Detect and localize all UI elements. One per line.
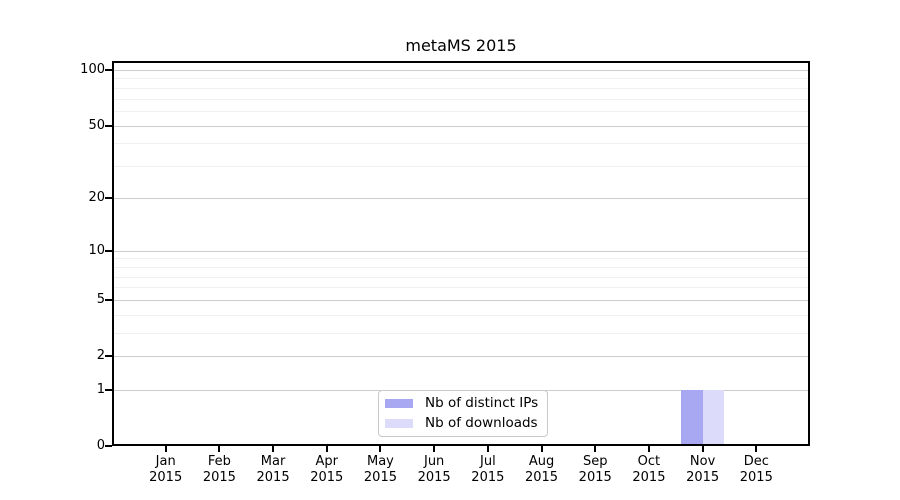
x-tick-month: Aug [528, 454, 555, 469]
x-axis-tick [379, 445, 382, 452]
x-axis-tick [433, 445, 436, 452]
x-tick-month: Jun [423, 454, 445, 469]
x-tick-year: 2015 [524, 470, 559, 485]
y-axis-tick-label: 2 [96, 348, 105, 364]
gridline-minor [114, 166, 808, 168]
legend-label: Nb of distinct IPs [425, 395, 539, 412]
y-axis-tick-label: 0 [96, 438, 105, 453]
gridline-minor [114, 98, 808, 100]
gridline-minor [114, 111, 808, 113]
gridline-major [114, 250, 808, 252]
y-axis-tick-label: 5 [96, 292, 105, 308]
x-axis-tick [486, 445, 489, 452]
x-axis-tick-label: Aug 2015 [510, 454, 574, 486]
legend: Nb of distinct IPs Nb of downloads [378, 390, 548, 437]
gridline-major [114, 69, 808, 71]
gridline-major [114, 125, 808, 127]
y-axis-tick [105, 299, 112, 302]
y-axis-tick [105, 196, 112, 199]
legend-entry: Nb of distinct IPs [385, 395, 541, 412]
y-axis-tick-label: 1 [96, 381, 105, 397]
x-tick-year: 2015 [310, 470, 344, 485]
x-axis-tick [701, 445, 704, 452]
x-tick-month: Dec [743, 454, 769, 469]
gridline-minor [114, 87, 808, 89]
gridline-minor [114, 314, 808, 316]
x-axis-tick-label: May 2015 [348, 454, 412, 486]
x-axis-tick-label: Dec 2015 [724, 454, 788, 486]
bar-distinct-ips [681, 389, 703, 444]
x-tick-year: 2015 [149, 470, 183, 485]
x-tick-year: 2015 [686, 470, 720, 485]
y-axis-tick-label: 20 [88, 189, 105, 205]
x-axis-tick [755, 445, 758, 452]
y-axis-tick [105, 124, 112, 127]
gridline-minor [114, 78, 808, 80]
x-axis-tick [540, 445, 543, 452]
gridline-minor [114, 276, 808, 278]
gridline-major [114, 300, 808, 302]
y-axis-tick [105, 355, 112, 358]
x-tick-month: Nov [689, 454, 716, 469]
x-axis-tick-label: Mar 2015 [241, 454, 305, 486]
x-axis-tick-label: Jan 2015 [134, 454, 198, 486]
plot-area [112, 61, 810, 446]
x-tick-year: 2015 [363, 470, 397, 485]
x-axis-tick [325, 445, 328, 452]
x-axis-tick [594, 445, 597, 452]
y-axis-tick [105, 68, 112, 71]
gridline-minor [114, 266, 808, 268]
y-axis-tick-label: 50 [88, 117, 105, 133]
gridline-major [114, 356, 808, 358]
gridline-minor [114, 143, 808, 145]
x-tick-month: Mar [260, 454, 286, 469]
y-axis-tick-label: 100 [80, 61, 105, 77]
gridline-minor [114, 287, 808, 289]
x-axis-tick-label: Feb 2015 [187, 454, 251, 486]
gridline-minor [114, 333, 808, 335]
x-tick-year: 2015 [471, 470, 505, 485]
x-tick-year: 2015 [417, 470, 451, 485]
x-tick-year: 2015 [578, 470, 612, 485]
gridline-minor [114, 258, 808, 260]
x-tick-year: 2015 [202, 470, 236, 485]
x-tick-month: Feb [207, 454, 231, 469]
x-axis-tick-label: Apr 2015 [295, 454, 359, 486]
x-axis-tick [272, 445, 275, 452]
x-tick-year: 2015 [739, 470, 773, 485]
x-tick-month: Jan [155, 454, 176, 469]
x-axis-tick-label: Jul 2015 [456, 454, 520, 486]
legend-swatch [385, 399, 413, 409]
y-axis-tick-label: 10 [88, 242, 105, 258]
gridline-major [114, 197, 808, 199]
y-axis-tick [105, 445, 112, 447]
x-tick-month: Jul [480, 454, 496, 469]
x-axis-tick-label: Oct 2015 [617, 454, 681, 486]
y-axis-tick [105, 249, 112, 252]
legend-entry: Nb of downloads [385, 415, 541, 432]
y-axis-tick [105, 388, 112, 391]
legend-label: Nb of downloads [425, 414, 538, 431]
legend-swatch [385, 418, 413, 428]
x-axis-tick [218, 445, 221, 452]
x-axis-tick [164, 445, 167, 452]
x-axis-tick-label: Jun 2015 [402, 454, 466, 486]
x-tick-year: 2015 [256, 470, 290, 485]
x-tick-month: Sep [582, 454, 608, 469]
x-axis-tick-label: Sep 2015 [563, 454, 627, 486]
x-axis-tick-label: Nov 2015 [671, 454, 735, 486]
bar-downloads [702, 389, 725, 444]
x-tick-month: Oct [637, 454, 661, 469]
x-tick-year: 2015 [632, 470, 666, 485]
x-tick-month: May [367, 454, 394, 469]
x-tick-month: Apr [315, 454, 339, 469]
chart-title: metaMS 2015 [405, 36, 517, 55]
x-axis-tick [647, 445, 650, 452]
